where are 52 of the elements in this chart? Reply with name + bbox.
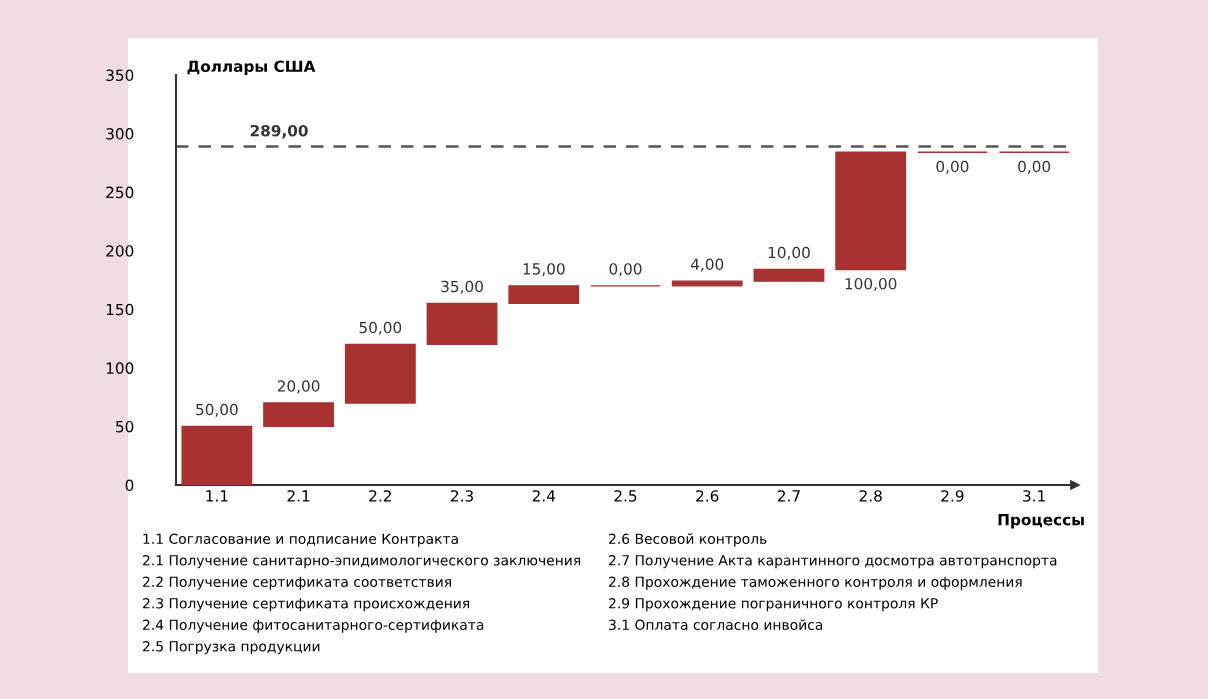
bar (835, 151, 907, 271)
y-tick-label: 150 (106, 303, 134, 316)
text: 2.5 Погрузка продукции (143, 641, 320, 655)
text: 2.2 Получение сертификата соответствия (143, 576, 451, 590)
text: 1.1 Согласование и подписание Контракта (143, 533, 458, 547)
bar (426, 302, 498, 346)
data-label: 15,00 (523, 263, 565, 277)
ref-line-label: 289,00 (250, 124, 308, 139)
y-axis-title: Доллары США (187, 60, 316, 75)
data-label: 10,00 (768, 246, 810, 260)
data-label: 0,00 (936, 160, 969, 174)
y-tick-label: 100 (106, 362, 134, 374)
text: 2.8 Прохождение таможенного контроля и оформления (609, 576, 1022, 590)
x-tick-label: 2.6 (696, 490, 719, 502)
x-tick-label: 2.1 (287, 490, 310, 502)
y-tick-label: 50 (116, 420, 134, 433)
bar (508, 285, 580, 305)
x-tick-label: 2.2 (369, 490, 391, 502)
y-tick-label: 350 (106, 69, 134, 82)
data-label: 50,00 (196, 403, 238, 417)
y-tick-label: 300 (106, 128, 134, 140)
y-tick-label: 250 (106, 186, 134, 199)
x-tick-label: 2.7 (777, 490, 800, 502)
text: 2.4 Получение фитосанитарного-сертификата (143, 619, 484, 633)
text: 2.9 Прохождение пограничного контроля КР (609, 598, 938, 612)
x-tick-label: 3.1 (1023, 490, 1045, 502)
x-tick-label: 2.9 (941, 490, 964, 502)
x-axis-title: Процессы (998, 514, 1084, 529)
data-label: 35,00 (441, 280, 483, 294)
text: 2.3 Получение сертификата происхождения (143, 598, 470, 612)
text: 3.1 Оплата согласно инвойса (609, 619, 823, 631)
data-label: 100,00 (845, 277, 897, 292)
x-tick-label: 1.1 (206, 490, 228, 502)
data-label: 4,00 (690, 258, 724, 272)
bar (181, 425, 253, 485)
x-tick-label: 2.3 (451, 490, 473, 502)
text: 2.6 Весовой контроль (609, 533, 767, 547)
text: 2.1 Получение санитарно-эпидимологического заключения (143, 555, 581, 569)
x-tick-label: 2.8 (859, 490, 882, 502)
y-tick-label: 200 (106, 245, 134, 257)
data-label: 0,00 (1018, 160, 1051, 174)
bar (263, 402, 335, 428)
data-label: 20,00 (277, 380, 320, 394)
bar (344, 343, 416, 404)
data-label: 50,00 (359, 321, 402, 335)
data-label: 0,00 (609, 263, 642, 277)
bar (671, 280, 743, 287)
bar (753, 268, 825, 282)
x-tick-label: 2.5 (614, 490, 637, 502)
text: 2.7 Получение Акта карантинного досмотра автотранспорта (609, 555, 1057, 569)
y-tick-label: 0 (125, 479, 134, 492)
x-tick-label: 2.4 (532, 490, 556, 502)
